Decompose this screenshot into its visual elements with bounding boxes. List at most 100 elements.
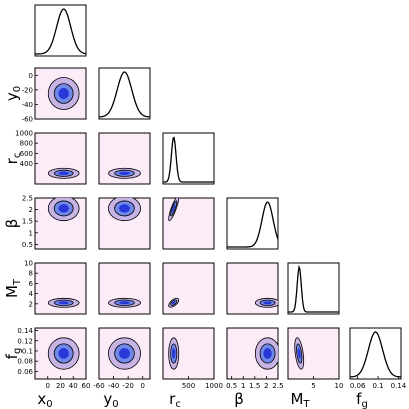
x-axis-label-y0: y0 [103, 390, 118, 409]
panel-frame [98, 67, 151, 120]
contour-core [58, 348, 69, 359]
y-tick-label-MT: 2 [29, 300, 33, 308]
y-tick-label-fg: 0.06 [17, 368, 33, 376]
x-axis-label-MT: MT [290, 390, 310, 409]
marginal-panel-y0 [98, 67, 151, 120]
x-tick-label-beta: 2.5 [272, 382, 283, 390]
marginal-curve-fg [349, 331, 402, 378]
y-tick-label-rc: 1000 [15, 130, 33, 138]
joint-panel-x0-y0 [34, 67, 87, 120]
contour-core [263, 348, 272, 359]
x-axis-label-x0: x0 [37, 390, 52, 409]
marginal-curve-x0 [34, 8, 87, 55]
contour-core [119, 171, 130, 176]
contour-core [171, 301, 176, 305]
x-tick-label-beta: 0.5 [226, 382, 237, 390]
y-tick-label-MT: 10 [24, 260, 33, 268]
y-tick-label-y0: -20 [22, 86, 33, 94]
y-tick-label-y0: 0 [29, 72, 33, 80]
y-tick-label-beta: 0.5 [22, 241, 33, 249]
x-tick-label-fg: 0.06 [350, 382, 366, 390]
contour-core [58, 88, 69, 99]
joint-panel-x0-MT [34, 262, 87, 315]
y-tick-label-MT: 8 [29, 270, 33, 278]
x-tick-label-x0: 0 [46, 382, 50, 390]
x-tick-label-beta: 1 [241, 382, 245, 390]
marginal-curve-MT [288, 264, 339, 313]
y-tick-label-beta: 2.5 [22, 195, 33, 203]
joint-panel-rc-MT [162, 262, 215, 315]
contour-core [297, 348, 301, 359]
y-axis-label-beta: β [3, 219, 21, 229]
y-tick-label-MT: 4 [29, 290, 34, 298]
marginal-curve-rc [163, 136, 214, 183]
x-tick-label-rc: 1000 [205, 382, 223, 390]
x-tick-label-beta: 1.5 [249, 382, 260, 390]
contour-core [58, 301, 69, 305]
y-tick-label-fg: 0.12 [17, 337, 33, 345]
x-tick-label-fg: 0.14 [391, 382, 407, 390]
x-tick-label-y0: 0 [140, 382, 144, 390]
panel-background [162, 197, 215, 250]
y-tick-label-fg: 0.08 [17, 358, 33, 366]
contour-core [171, 348, 176, 359]
y-axis-label-fg: fg [3, 348, 23, 360]
x-axis-label-beta: β [234, 390, 244, 408]
marginal-curve-beta [227, 201, 279, 248]
y-tick-label-beta: 2 [29, 206, 33, 214]
contour-core [58, 171, 69, 176]
y-tick-label-rc: 600 [20, 150, 33, 158]
panel-frame [349, 327, 402, 380]
x-tick-label-x0: 40 [69, 382, 78, 390]
x-tick-label-MT: 10 [335, 382, 344, 390]
y-tick-label-MT: 6 [29, 280, 34, 288]
y-tick-label-fg: 0.14 [17, 327, 33, 335]
y-tick-label-beta: 1.5 [22, 218, 33, 226]
contour-core [171, 204, 176, 213]
x-axis-label-fg: fg [356, 390, 368, 409]
x-tick-label-rc: 500 [182, 382, 195, 390]
joint-panel-y0-MT [98, 262, 151, 315]
marginal-panel-fg [349, 327, 402, 380]
y-tick-label-y0: -40 [22, 101, 33, 109]
y-tick-label-rc: 400 [20, 160, 33, 168]
x-tick-label-y0: -60 [93, 382, 104, 390]
y-tick-label-y0: -60 [22, 116, 33, 124]
joint-panel-y0-fg [98, 327, 151, 380]
x-tick-label-fg: 0.1 [372, 382, 383, 390]
y-tick-label-fg: 0.1 [22, 347, 33, 355]
joint-panel-beta-MT [226, 262, 279, 315]
x-tick-label-x0: 60 [82, 382, 91, 390]
y-axis-label-y0: y0 [3, 86, 23, 101]
joint-panel-x0-beta [34, 197, 87, 250]
joint-panel-y0-rc [98, 132, 151, 185]
marginal-panel-rc [162, 132, 215, 185]
joint-panel-MT-fg [287, 327, 340, 380]
joint-panel-x0-fg [34, 327, 87, 380]
joint-panel-x0-rc [34, 132, 87, 185]
contour-core [263, 301, 272, 305]
marginal-panel-beta [226, 197, 279, 250]
y-tick-label-rc: 800 [20, 140, 33, 148]
contour-core [119, 301, 130, 305]
joint-panel-beta-fg [226, 327, 279, 380]
contour-core [119, 348, 130, 359]
x-tick-label-beta: 2 [264, 382, 268, 390]
joint-panel-y0-beta [98, 197, 151, 250]
contour-core [58, 204, 69, 213]
marginal-panel-x0 [34, 4, 87, 57]
x-tick-label-x0: 20 [56, 382, 65, 390]
joint-panel-rc-fg [162, 327, 215, 380]
y-axis-label-rc: rc [3, 153, 23, 165]
y-tick-label-beta: 1 [29, 229, 33, 237]
x-tick-label-y0: -40 [108, 382, 119, 390]
y-axis-label-MT: MT [3, 278, 23, 298]
marginal-panel-MT [287, 262, 340, 315]
joint-panel-rc-beta [162, 197, 215, 250]
x-axis-label-rc: rc [169, 390, 181, 409]
x-tick-label-MT: 5 [311, 382, 315, 390]
marginal-curve-y0 [98, 71, 151, 118]
contour-core [119, 204, 130, 213]
x-tick-label-y0: -20 [122, 382, 133, 390]
